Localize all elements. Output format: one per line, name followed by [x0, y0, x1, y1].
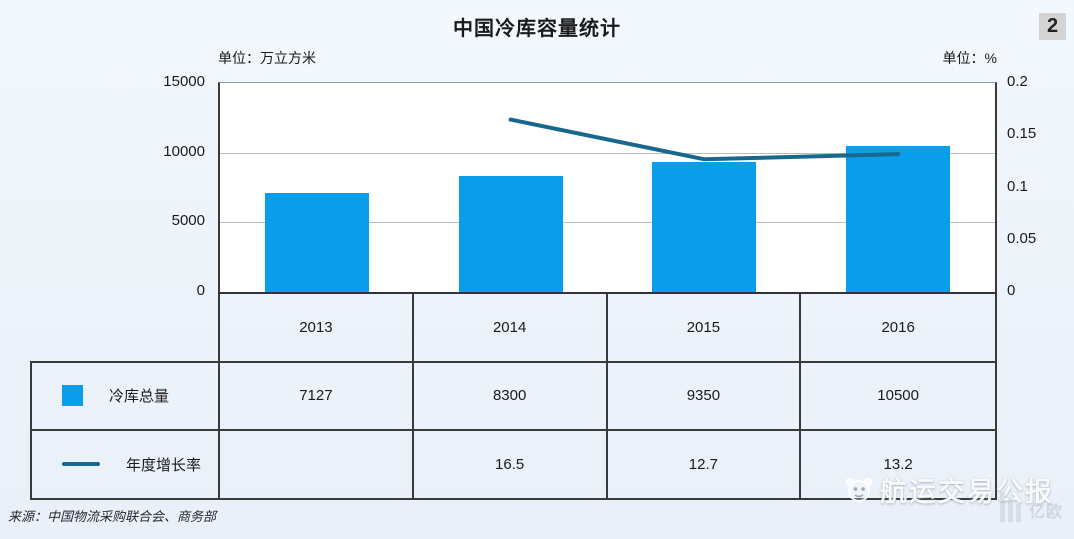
bar-legend-swatch-icon — [62, 385, 83, 407]
year-cell: 2016 — [881, 319, 915, 336]
legend-cell-total: 冷库总量 — [32, 363, 220, 429]
yiou-watermark: 亿欧 — [1000, 492, 1063, 522]
series-label: 冷库总量 — [109, 388, 170, 406]
table-value: 10500 — [877, 387, 919, 405]
bar-2015 — [652, 161, 757, 292]
axis-tick-label: 0 — [1007, 282, 1016, 299]
table-value: 7127 — [220, 363, 414, 429]
bar-2016 — [846, 145, 951, 292]
data-table: 冷库总量 7127 8300 9350 10500 年度增长率 16.5 12.… — [30, 361, 997, 500]
right-axis-ticks: 0.2 0.15 0.1 0.05 0 — [1007, 73, 1067, 299]
yiou-bars-icon — [1000, 492, 1021, 522]
source-note: 来源：中国物流采购联合会、商务部 — [8, 510, 217, 525]
table-value: 16.5 — [414, 430, 608, 498]
axis-tick-label: 10000 — [163, 142, 205, 160]
table-value: 12.7 — [608, 430, 802, 498]
axis-tick-label: 5000 — [171, 212, 205, 230]
line-legend-swatch-icon — [62, 462, 100, 467]
year-cell: 2015 — [608, 294, 802, 361]
table-value: 8300 — [414, 363, 608, 429]
axis-tick-label: 0.2 — [1007, 73, 1028, 90]
axis-tick-label: 0.15 — [1007, 125, 1037, 143]
table-row-growth: 年度增长率 16.5 12.7 13.2 — [32, 430, 995, 498]
bar-2013 — [264, 192, 369, 292]
left-axis-unit-label: 单位：万立方米 — [218, 50, 316, 66]
year-cell: 2014 — [414, 294, 608, 361]
legend-cell-growth: 年度增长率 — [32, 430, 220, 498]
axis-tick-label: 15000 — [163, 73, 205, 90]
growth-rate-line — [508, 117, 901, 162]
table-row-total: 冷库总量 7127 8300 9350 10500 — [32, 363, 995, 431]
axis-tick-label: 0 — [196, 282, 205, 299]
page-title: 中国冷库容量统计 — [453, 18, 621, 40]
table-value: 9350 — [608, 363, 802, 429]
plot-area — [218, 82, 997, 292]
table-value: 13.2 — [883, 455, 913, 473]
x-axis-years-row: 2013 2014 2015 2016 — [218, 292, 997, 361]
gridline — [220, 152, 995, 154]
bar-2014 — [458, 176, 563, 292]
page-number-badge: 2 — [1039, 13, 1066, 40]
table-value — [220, 430, 414, 498]
right-axis-unit-label: 单位：% — [942, 50, 997, 66]
yiou-watermark-text: 亿欧 — [1029, 504, 1064, 521]
left-axis-ticks: 15000 10000 5000 0 — [0, 73, 205, 299]
gridline — [220, 222, 995, 224]
axis-tick-label: 0.05 — [1007, 229, 1037, 247]
series-label: 年度增长率 — [126, 456, 202, 474]
axis-tick-label: 0.1 — [1007, 177, 1028, 195]
year-cell: 2013 — [220, 294, 414, 361]
